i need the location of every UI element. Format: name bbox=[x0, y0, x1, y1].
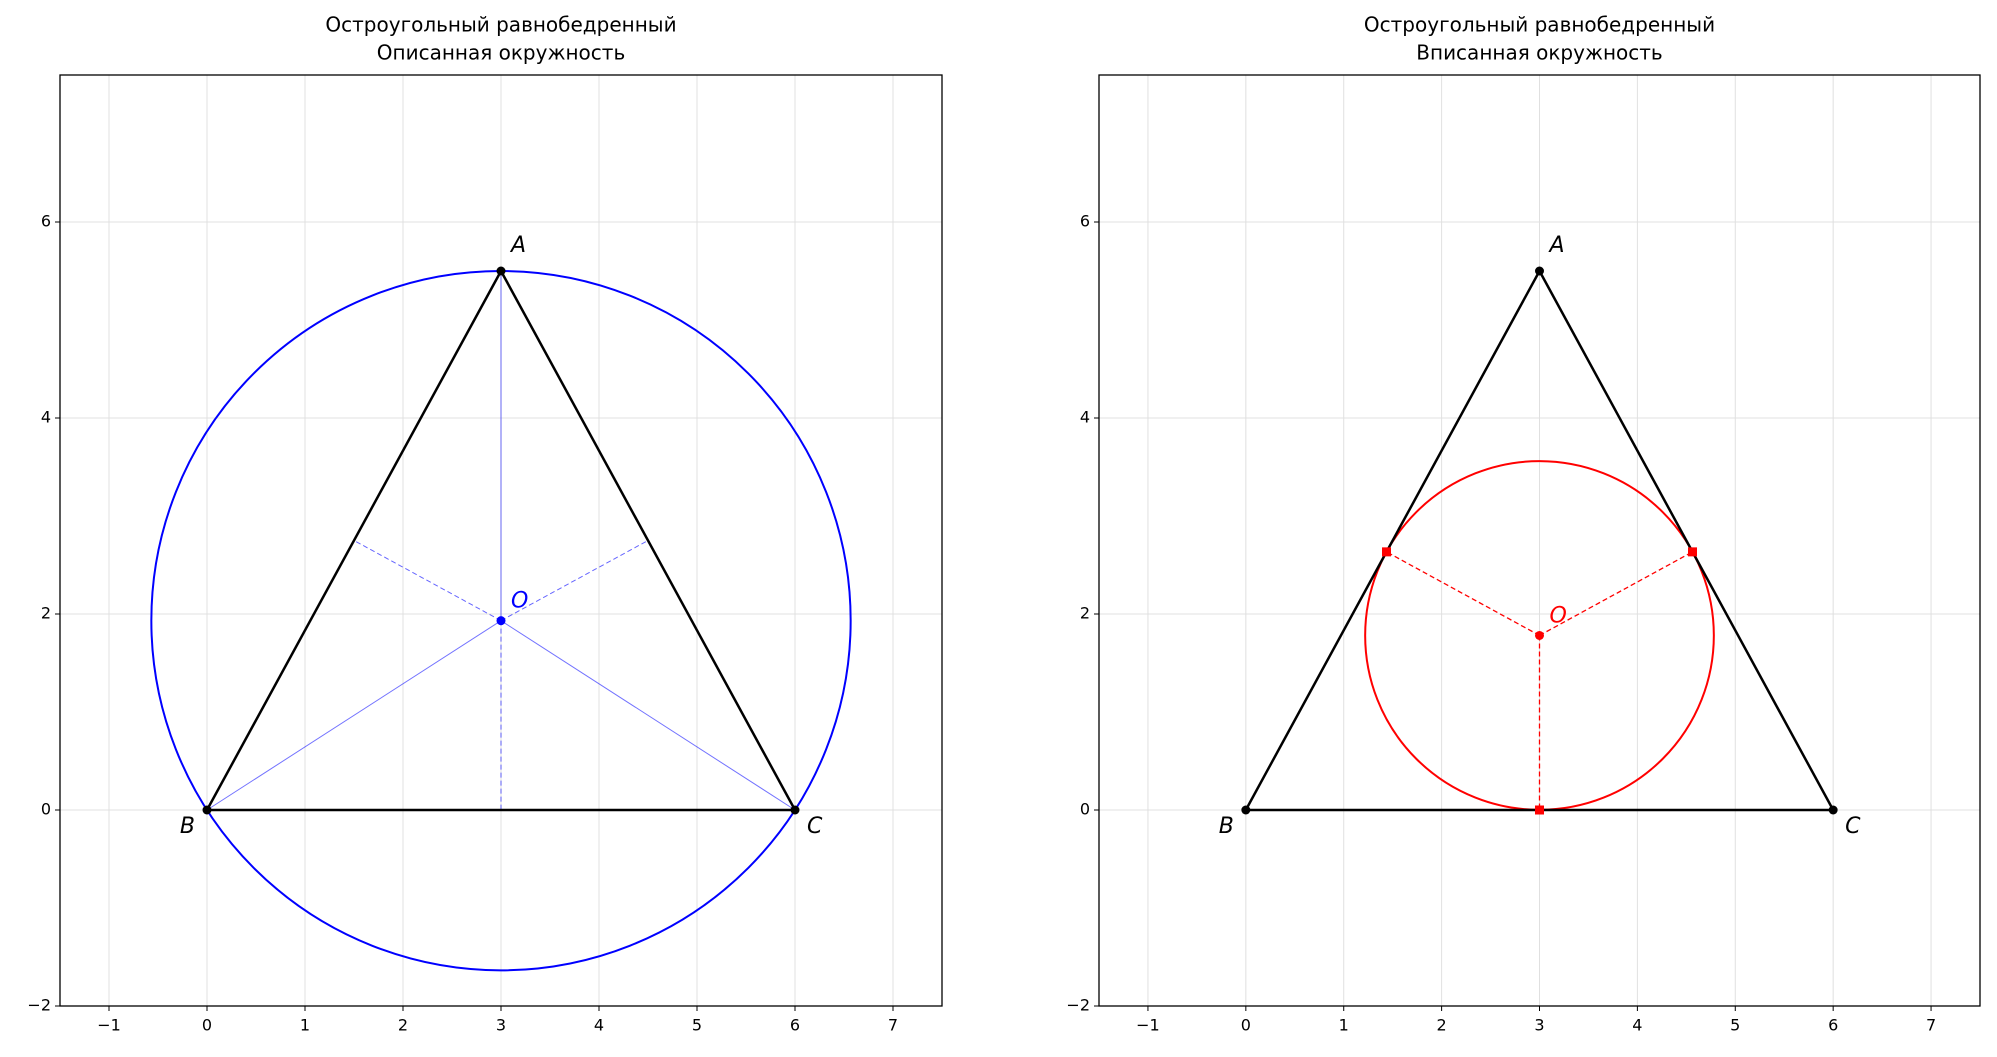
radius-line bbox=[1386, 551, 1540, 637]
tangent-point bbox=[1535, 805, 1544, 815]
y-tick-label: 2 bbox=[1080, 604, 1090, 623]
x-tick-label: 3 bbox=[496, 1016, 506, 1035]
axes-frame bbox=[1098, 74, 1981, 1007]
x-tick-label: 7 bbox=[888, 1016, 898, 1035]
radius-line bbox=[500, 620, 796, 811]
x-tick-label: −1 bbox=[97, 1016, 121, 1035]
center-label: O bbox=[1550, 603, 1567, 628]
x-tick-label: 6 bbox=[1828, 1016, 1838, 1035]
x-tick-label: 6 bbox=[790, 1016, 800, 1035]
x-tick-label: −1 bbox=[1136, 1016, 1160, 1035]
x-tick-label: 3 bbox=[1534, 1016, 1544, 1035]
x-tick-label: 4 bbox=[594, 1016, 604, 1035]
center-label: O bbox=[511, 589, 528, 614]
y-tick-label: 0 bbox=[41, 800, 51, 819]
triangle-side bbox=[1538, 270, 1835, 811]
chart-subtitle: Вписанная окружность bbox=[1416, 41, 1662, 65]
y-tick-label: 4 bbox=[41, 408, 51, 427]
y-tick-label: −2 bbox=[1066, 996, 1090, 1015]
x-tick-label: 1 bbox=[300, 1016, 310, 1035]
vertex-label: A bbox=[1548, 233, 1565, 258]
chart-title: Остроугольный равнобедренный bbox=[325, 13, 676, 37]
x-tick-label: 5 bbox=[692, 1016, 702, 1035]
bisector-line bbox=[353, 540, 502, 622]
vertex-label: B bbox=[180, 814, 195, 839]
y-tick-label: 0 bbox=[1080, 800, 1090, 819]
tangent-point bbox=[1688, 547, 1698, 557]
subplot: Остроугольный равнобедренный Вписанная ок… bbox=[1066, 13, 1981, 1035]
chart-title: Остроугольный равнобедренный bbox=[1364, 13, 1715, 37]
triangle-side bbox=[205, 270, 503, 811]
tangent-point bbox=[1381, 547, 1391, 557]
vertex bbox=[1535, 266, 1544, 276]
x-tick-label: 0 bbox=[202, 1016, 212, 1035]
x-tick-label: 0 bbox=[1241, 1016, 1251, 1035]
center-point bbox=[496, 616, 506, 626]
y-tick-label: 4 bbox=[1080, 408, 1090, 427]
vertex bbox=[496, 266, 506, 276]
x-tick-label: 2 bbox=[1437, 1016, 1447, 1035]
triangle-side bbox=[1244, 270, 1541, 811]
vertex bbox=[202, 805, 212, 815]
subplot: Остроугольный равнобедренный Описанная ок… bbox=[27, 13, 943, 1035]
x-tick-label: 5 bbox=[1730, 1016, 1740, 1035]
vertex bbox=[1241, 805, 1251, 815]
triangle-side bbox=[499, 270, 797, 811]
x-tick-label: 2 bbox=[398, 1016, 408, 1035]
chart-subtitle: Описанная окружность bbox=[377, 41, 625, 65]
x-tick-label: 7 bbox=[1926, 1016, 1936, 1035]
y-tick-label: 6 bbox=[1080, 212, 1090, 231]
bisector-line bbox=[500, 540, 649, 622]
vertex-label: C bbox=[807, 814, 823, 839]
vertex bbox=[1828, 805, 1838, 815]
vertex-label: C bbox=[1845, 814, 1861, 839]
x-tick-label: 1 bbox=[1339, 1016, 1349, 1035]
y-tick-label: −2 bbox=[27, 996, 51, 1015]
center-point bbox=[1535, 630, 1544, 640]
vertex bbox=[790, 805, 800, 815]
y-tick-label: 6 bbox=[41, 212, 51, 231]
axes-frame bbox=[59, 74, 943, 1007]
vertex-label: B bbox=[1219, 814, 1234, 839]
radius-line bbox=[1539, 551, 1693, 637]
x-tick-label: 4 bbox=[1632, 1016, 1642, 1035]
y-tick-label: 2 bbox=[41, 604, 51, 623]
vertex-label: A bbox=[509, 233, 526, 258]
radius-line bbox=[206, 620, 502, 811]
